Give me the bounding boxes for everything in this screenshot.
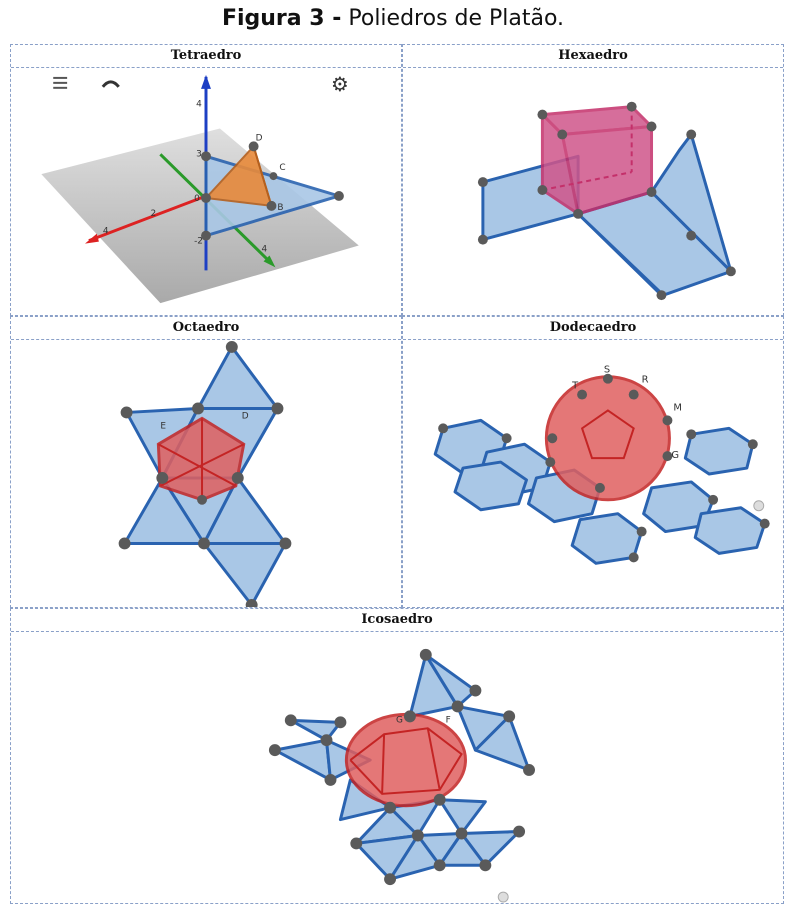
cell-title: Octaedro — [11, 317, 401, 340]
vertex-label: F — [446, 715, 451, 725]
dodecaedro-svg: T S R M G — [433, 365, 770, 565]
cell-octaedro: Octaedro — [10, 316, 402, 608]
vertex-label: D — [256, 133, 263, 143]
cell-title: Icosaedro — [11, 609, 783, 632]
cell-dodecaedro: Dodecaedro — [402, 316, 784, 608]
vertex-label: S — [604, 365, 610, 376]
vertex-label: E — [160, 421, 166, 431]
axis-label: 3 — [196, 149, 202, 159]
icosaedro-svg: G F — [268, 648, 535, 903]
tetraedro-svg: ⚙ 4 3 D C 0 — [41, 73, 359, 304]
axis-label: 4 — [196, 100, 202, 110]
cell-icosaedro: Icosaedro — [10, 608, 784, 904]
cell-title: Tetraedro — [11, 45, 401, 68]
dodecaedro-figure: T S R M G — [403, 339, 783, 607]
menu-icon[interactable] — [53, 76, 68, 89]
vertex-label: C — [279, 163, 285, 173]
cell-title: Dodecaedro — [403, 317, 783, 340]
figure-grid: Tetraedro ⚙ — [10, 44, 784, 904]
vertex-label: G — [396, 715, 403, 725]
caption-text: Poliedros de Platão. — [348, 6, 565, 31]
axis-label: 0 — [194, 194, 200, 204]
figure-caption: Figura 3 - Poliedros de Platão. — [0, 6, 786, 31]
cell-hexaedro: Hexaedro — [402, 44, 784, 316]
cube-solid — [539, 105, 655, 218]
dodecahedron-solid — [544, 375, 671, 502]
octaedro-svg: E D — [118, 340, 292, 607]
cell-title: Hexaedro — [403, 45, 783, 68]
vertex-label: G — [671, 450, 679, 461]
caption-label: Figura 3 - — [221, 6, 342, 31]
axis-label: 4 — [262, 245, 268, 255]
vertex-label: T — [571, 381, 579, 392]
icosahedron-solid — [344, 712, 467, 808]
vertex-label: M — [673, 402, 682, 413]
vertex-label: D — [242, 411, 249, 421]
axis-label: 4 — [103, 227, 109, 237]
vertex-label: B — [277, 203, 283, 213]
xy-plane — [41, 128, 359, 304]
axis-label: 2 — [150, 209, 156, 219]
tetraedro-figure: ⚙ 4 3 D C 0 — [11, 67, 401, 315]
settings-icon[interactable]: ⚙ — [331, 73, 349, 96]
hexaedro-figure — [403, 67, 783, 315]
hexaedro-svg — [477, 101, 736, 301]
octaedro-figure: E D — [11, 339, 401, 607]
vertex-label: R — [642, 375, 649, 386]
cell-tetraedro: Tetraedro ⚙ — [10, 44, 402, 316]
undo-icon[interactable] — [101, 80, 120, 88]
axis-label: -2 — [194, 237, 203, 247]
icosaedro-figure: G F — [11, 631, 783, 903]
